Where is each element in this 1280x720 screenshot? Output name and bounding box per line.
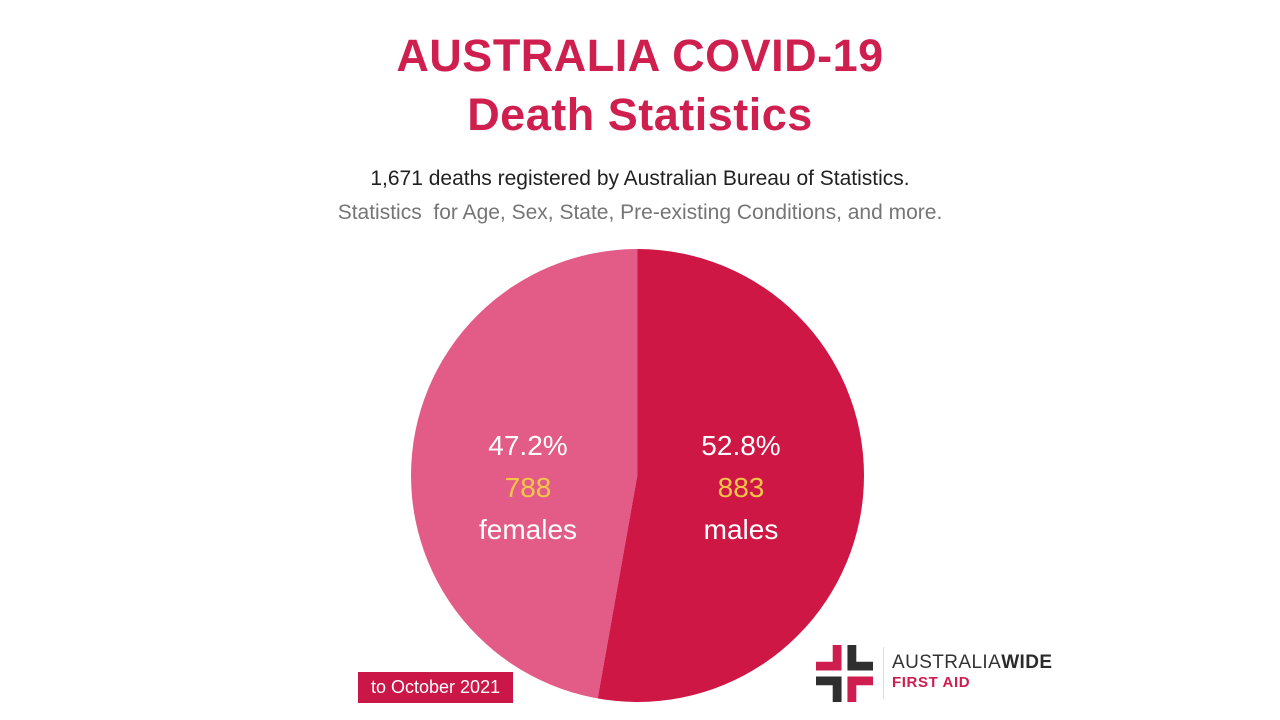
males-count: 883: [717, 472, 765, 503]
title-line-1: AUSTRALIA COVID-19: [396, 30, 884, 81]
males-label: males: [703, 514, 779, 545]
date-range-badge: to October 2021: [358, 672, 514, 703]
title-line-2: Death Statistics: [467, 89, 813, 140]
logo-divider: [883, 647, 884, 699]
pie-chart-deaths-by-sex: 47.2% 788 females 52.8% 883 males: [411, 249, 864, 702]
males-percent: 52.8%: [701, 430, 781, 461]
logo-name: AUSTRALIAWIDE: [892, 652, 1052, 674]
australia-wide-first-aid-logo: AUSTRALIAWIDE FIRST AID: [816, 644, 1061, 702]
pie-label-females: 47.2% 788 females: [479, 425, 577, 551]
subtitle-statistics-scope: Statistics for Age, Sex, State, Pre-exis…: [337, 201, 943, 224]
subtitle-deaths-registered: 1,671 deaths registered by Australian Bu…: [370, 167, 910, 190]
page-title: AUSTRALIA COVID-19 Death Statistics: [0, 26, 1280, 144]
females-label: females: [478, 514, 578, 545]
logo-text: AUSTRALIAWIDE FIRST AID: [892, 652, 1052, 692]
logo-name-bold: WIDE: [1001, 652, 1053, 673]
females-count: 788: [504, 472, 552, 503]
first-aid-cross-icon: [816, 645, 873, 702]
females-percent: 47.2%: [488, 430, 568, 461]
pie-label-males: 52.8% 883 males: [701, 425, 780, 551]
logo-tagline: FIRST AID: [892, 674, 971, 691]
logo-name-regular: AUSTRALIA: [892, 652, 1002, 673]
